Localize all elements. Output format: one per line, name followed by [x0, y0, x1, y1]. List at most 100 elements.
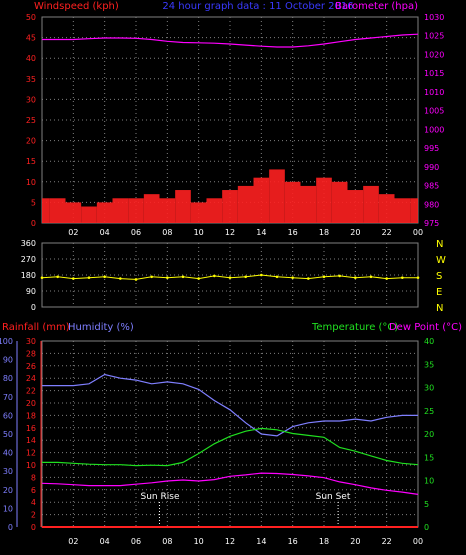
- windspeed-bar: [143, 194, 160, 223]
- wind-direction-point: [228, 276, 232, 279]
- windspeed-bar: [128, 198, 144, 223]
- windspeed-bar: [222, 190, 238, 223]
- wind-direction-point: [197, 277, 200, 280]
- barometer-tick-label: 1005: [424, 107, 444, 116]
- wind-direction-point: [72, 277, 75, 280]
- windspeed-tick-label: 0: [31, 219, 36, 228]
- barometer-tick-label: 1025: [424, 32, 444, 41]
- windspeed-tick-label: 10: [26, 178, 36, 187]
- windspeed-bar: [316, 177, 332, 223]
- windspeed-bar: [237, 185, 254, 223]
- wind-direction-point: [275, 275, 279, 279]
- windspeed-tick-label: 20: [26, 137, 36, 146]
- temperature-tick-label: 10: [424, 477, 434, 486]
- windspeed-bar: [253, 177, 270, 223]
- climate-x-tick-label: 10: [194, 537, 204, 546]
- rainfall-tick-label: 26: [26, 362, 36, 371]
- wind-direction-point: [103, 275, 106, 279]
- rainfall-tick-label: 4: [31, 498, 36, 507]
- wind-direction-point: [150, 275, 153, 279]
- windspeed-tick-label: 15: [26, 157, 36, 166]
- climate-x-tick-label: 14: [256, 537, 266, 546]
- windspeed-bar: [378, 194, 395, 223]
- grid-layer: [16, 16, 419, 528]
- dewpoint-header: Dew Point (°C): [389, 322, 462, 333]
- humidity-tick-label: 90: [3, 356, 13, 365]
- wind-x-tick-label: 06: [131, 228, 141, 237]
- wind-direction-point: [416, 276, 420, 279]
- climate-x-tick-label: 02: [68, 537, 78, 546]
- rainfall-tick-label: 2: [31, 511, 36, 520]
- humidity-tick-label: 30: [3, 467, 13, 476]
- wind-x-tick-label: 10: [194, 228, 204, 237]
- wind-x-tick-label: 14: [256, 228, 266, 237]
- windspeed-bar: [331, 181, 348, 223]
- compass-label: E: [436, 287, 442, 298]
- barometer-title: Barometer (hpa): [335, 1, 418, 12]
- humidity-header: Humidity (%): [68, 322, 134, 333]
- windspeed-bar: [112, 198, 129, 223]
- windspeed-bar: [410, 198, 418, 223]
- humidity-tick-label: 70: [3, 393, 13, 402]
- barometer-tick-label: 980: [424, 200, 439, 209]
- wind-direction-point: [369, 275, 373, 279]
- wind-x-tick-label: 00: [413, 228, 423, 237]
- windspeed-tick-label: 40: [26, 54, 36, 63]
- temperature-header: Temperature (°C): [311, 322, 398, 333]
- humidity-tick-label: 20: [3, 486, 13, 495]
- direction-tick-label: 270: [21, 255, 36, 264]
- compass-label: N: [436, 239, 443, 250]
- windspeed-tick-label: 35: [26, 75, 36, 84]
- rainfall-tick-label: 18: [26, 411, 36, 420]
- windspeed-tick-label: 50: [26, 13, 36, 22]
- temperature-tick-label: 35: [424, 360, 434, 369]
- temperature-tick-label: 15: [424, 453, 434, 462]
- climate-x-tick-label: 22: [382, 537, 392, 546]
- wind-x-tick-label: 18: [319, 228, 329, 237]
- barometer-tick-label: 1020: [424, 50, 444, 59]
- wind-direction-point: [354, 276, 357, 279]
- wind-x-tick-label: 20: [350, 228, 360, 237]
- barometer-tick-label: 1015: [424, 69, 444, 78]
- windspeed-bar: [159, 198, 176, 223]
- wind-direction-point: [181, 275, 185, 279]
- rainfall-tick-label: 0: [31, 523, 36, 532]
- wind-direction-point: [401, 276, 404, 279]
- windspeed-bar: [65, 202, 82, 223]
- wind-x-tick-label: 02: [68, 228, 78, 237]
- wind-direction-point: [291, 276, 294, 279]
- wind-direction-point: [213, 274, 216, 278]
- windspeed-bar: [81, 206, 97, 223]
- temperature-tick-label: 25: [424, 407, 434, 416]
- windspeed-tick-label: 30: [26, 95, 36, 104]
- climate-x-tick-label: 18: [319, 537, 329, 546]
- barometer-tick-label: 1000: [424, 125, 444, 134]
- windspeed-bar: [96, 202, 113, 223]
- climate-x-tick-label: 12: [225, 537, 235, 546]
- graph-date-title: 24 hour graph data : 11 October 2016: [162, 1, 353, 12]
- tick-labels-layer: 0510152025303540455097598098599099510001…: [0, 13, 446, 546]
- windspeed-bar: [363, 185, 379, 223]
- rainfall-tick-label: 20: [26, 399, 36, 408]
- temperature-tick-label: 20: [424, 430, 434, 439]
- sunset-label: Sun Set: [316, 492, 351, 502]
- windspeed-bar: [206, 198, 223, 223]
- barometer-tick-label: 975: [424, 219, 439, 228]
- direction-tick-label: 0: [31, 303, 36, 312]
- sunrise-label: Sun Rise: [141, 492, 180, 502]
- wind-direction-point: [260, 273, 263, 277]
- windspeed-bar: [42, 198, 50, 223]
- barometer-tick-label: 1030: [424, 13, 444, 22]
- compass-label: S: [436, 271, 442, 282]
- direction-tick-label: 360: [21, 239, 36, 248]
- wind-direction-point: [87, 276, 91, 279]
- windspeed-bar: [175, 190, 191, 223]
- rainfall-tick-label: 12: [26, 449, 36, 458]
- windspeed-title: Windspeed (kph): [34, 1, 119, 12]
- climate-x-tick-label: 06: [131, 537, 141, 546]
- humidity-tick-label: 60: [3, 411, 13, 420]
- temperature-tick-label: 30: [424, 384, 434, 393]
- wind-x-tick-label: 12: [225, 228, 235, 237]
- compass-label: N: [436, 303, 443, 314]
